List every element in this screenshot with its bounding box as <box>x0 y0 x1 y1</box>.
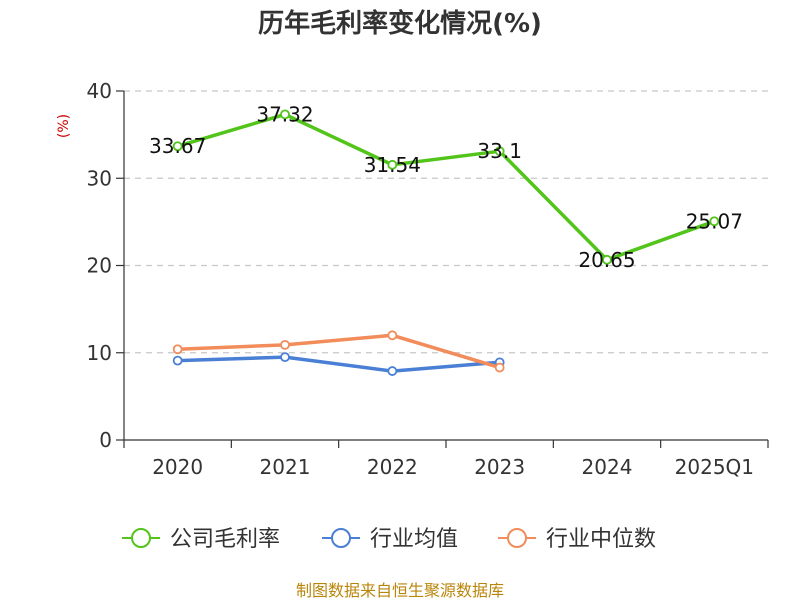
data-label: 33.1 <box>477 139 522 163</box>
data-label: 20.65 <box>578 248 635 272</box>
chart-title: 历年毛利率变化情况(%) <box>258 8 542 39</box>
data-point <box>280 352 290 363</box>
data-label: 37.32 <box>256 102 313 126</box>
x-tick-label: 2023 <box>474 455 525 479</box>
legend-item: 行业中位数 <box>498 527 656 552</box>
data-point <box>387 159 398 170</box>
y-tick-label: 30 <box>87 166 112 190</box>
data-label: 31.54 <box>364 153 421 177</box>
y-tick-label: 40 <box>87 79 112 103</box>
data-point <box>494 146 505 157</box>
y-tick-label: 10 <box>87 341 112 365</box>
x-tick-label: 2021 <box>260 455 311 479</box>
data-point <box>709 216 720 227</box>
legend-label: 行业均值 <box>370 527 458 552</box>
y-axis-label: (%) <box>56 114 72 138</box>
legend-label: 公司毛利率 <box>170 527 280 552</box>
data-point <box>494 362 505 373</box>
x-tick-label: 2024 <box>582 455 633 479</box>
data-point <box>280 339 290 350</box>
data-label: 25.07 <box>686 209 743 233</box>
series-line-0 <box>177 112 715 262</box>
legend-marker <box>331 528 351 548</box>
x-tick-label: 2022 <box>367 455 418 479</box>
legend-item: 行业均值 <box>322 527 458 552</box>
series-line-2 <box>177 333 501 370</box>
legend-item: 公司毛利率 <box>122 527 280 552</box>
legend-marker <box>507 528 527 548</box>
source-note: 制图数据来自恒生聚源数据库 <box>296 581 504 600</box>
series-line-1 <box>177 355 500 373</box>
legend-marker <box>131 528 151 548</box>
data-point <box>172 355 183 366</box>
legend: 公司毛利率 行业均值 行业中位数 <box>122 527 656 552</box>
series-group <box>172 109 720 376</box>
data-point <box>280 109 290 120</box>
x-tick-label: 2020 <box>152 455 203 479</box>
data-point <box>172 344 183 355</box>
y-tick-label: 20 <box>87 254 112 278</box>
data-point <box>387 366 398 376</box>
data-point <box>387 330 398 341</box>
y-axis-ticks: 0 10 20 30 40 <box>87 79 124 452</box>
gridlines <box>124 90 768 354</box>
data-point <box>602 254 612 265</box>
y-tick-label: 0 <box>99 428 112 452</box>
x-tick-label: 2025Q1 <box>675 455 754 479</box>
legend-label: 行业中位数 <box>546 527 656 552</box>
data-label: 33.67 <box>149 134 206 158</box>
data-labels: 33.67 37.32 31.54 33.1 20.65 25.07 <box>149 102 743 271</box>
x-axis-ticks: 2020 2021 2022 2023 2024 2025Q1 <box>123 440 769 479</box>
data-point <box>172 141 183 152</box>
